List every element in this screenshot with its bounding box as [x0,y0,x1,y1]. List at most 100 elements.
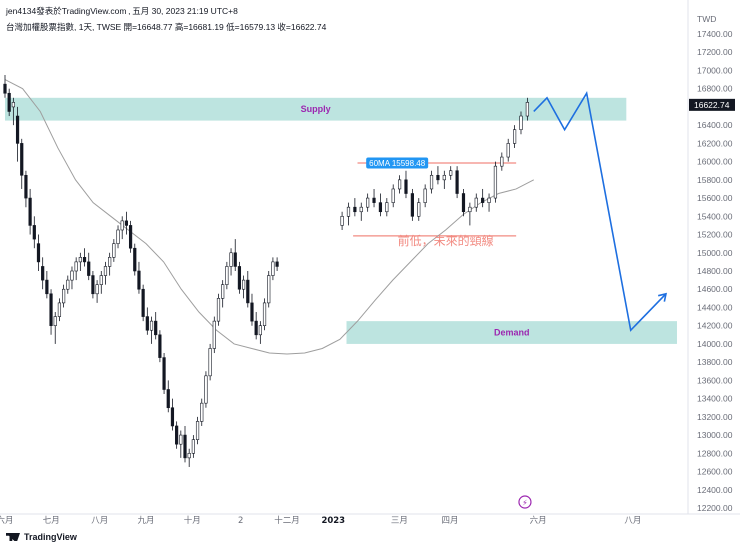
y-tick-label: 17200.00 [697,47,733,57]
y-tick-label: 12400.00 [697,485,733,495]
y-tick-label: 16200.00 [697,138,733,148]
candle-body [175,425,179,445]
x-tick-label: 2023 [321,516,345,526]
last-price-badge [689,98,735,111]
x-tick-label: 四月 [442,516,459,526]
candle-body [66,279,70,290]
candle-body [417,202,421,217]
candle-body [28,197,32,226]
last-price-label: 16622.74 [694,100,730,110]
candle-body [137,270,141,290]
x-tick-label: 八月 [91,516,108,526]
currency-label: TWD [697,14,716,24]
x-tick-label: 七月 [43,516,60,526]
candle-body [385,202,389,213]
candle-body [353,206,357,213]
y-tick-label: 14400.00 [697,302,733,312]
candle-body [262,302,267,326]
y-tick-label: 13600.00 [697,375,733,385]
tradingview-brand[interactable]: TradingView [6,532,77,542]
candle-body [204,375,208,404]
y-tick-label: 15800.00 [697,175,733,185]
candle-body [179,434,183,445]
candle-body [212,320,216,349]
candle-body [70,270,74,281]
forecast-arrow-head [658,292,668,302]
x-tick-label: 八月 [624,516,641,526]
candle-body [57,302,62,317]
candle-body [200,402,204,422]
candle-body [3,83,7,94]
candle-body [429,174,434,190]
forecast-path [533,91,667,332]
candle-body [442,174,446,181]
y-tick-label: 14200.00 [697,321,733,331]
y-tick-label: 14800.00 [697,266,733,276]
event-icon[interactable] [518,495,532,509]
candle-body [120,220,124,231]
candle-body [62,288,66,304]
moving-average-line [4,79,535,355]
candle-body [372,197,376,203]
label-60ma-badge [366,157,429,169]
candle-body [149,320,154,331]
candle-body [208,348,212,377]
candle-body [99,275,103,285]
candle-body [275,261,279,267]
candle-body [481,197,485,203]
candle-body [216,298,221,322]
candle-body [187,453,191,459]
candle-body [141,288,145,317]
y-tick-label: 15400.00 [697,211,733,221]
candle-body [525,102,529,117]
candle-body [7,92,11,112]
candle-body [500,156,504,167]
candle-body [158,334,162,358]
annotation-neckline-text: 前低，未來的頸線 [398,233,494,248]
candle-body [436,174,440,181]
y-tick-label: 14600.00 [697,284,733,294]
candle-body [87,261,91,276]
candle-body [271,261,275,276]
candle-body [359,206,363,213]
y-tick-label: 13800.00 [697,357,733,367]
publisher-line: jen4134發表於TradingView.com , 五月 30, 2023 … [6,6,238,16]
candle-body [49,293,53,326]
candle-body [229,252,233,267]
x-tick-label: 2 [238,516,243,526]
candle-body [468,206,472,213]
candle-body [112,243,116,258]
candle-body [195,421,200,440]
candle-body [145,316,149,331]
candle-body [15,115,20,144]
candle-body [391,188,395,203]
y-tick-label: 16000.00 [697,157,733,167]
candle-body [366,197,370,208]
candle-body [108,257,112,267]
candle-body [162,357,166,390]
candle-body [423,188,427,203]
x-tick-label: 三月 [391,516,408,526]
candle-body [11,102,15,108]
candle-body [487,197,491,203]
x-tick-label: 六月 [0,515,14,526]
zone-demand [346,321,677,344]
candle-body [346,206,351,217]
candle-body [133,247,137,272]
candle-body [449,170,453,176]
tradingview-logo-icon [6,533,20,541]
candle-body [340,216,344,226]
candle-body [95,284,99,295]
candle-body [24,174,28,199]
event-icon-symbol: ⚡ [522,499,528,508]
x-tick-label: 九月 [137,516,154,526]
candle-body [53,316,57,326]
y-tick-label: 17400.00 [697,29,733,39]
candle-body [41,266,45,281]
y-tick-label: 13400.00 [697,394,733,404]
symbol-info-line: 台灣加權股票指數, 1天, TWSE 開=16648.77 高=16681.19… [6,22,327,32]
candle-body [397,179,402,190]
candle-body [74,261,78,272]
candle-body [242,279,246,290]
